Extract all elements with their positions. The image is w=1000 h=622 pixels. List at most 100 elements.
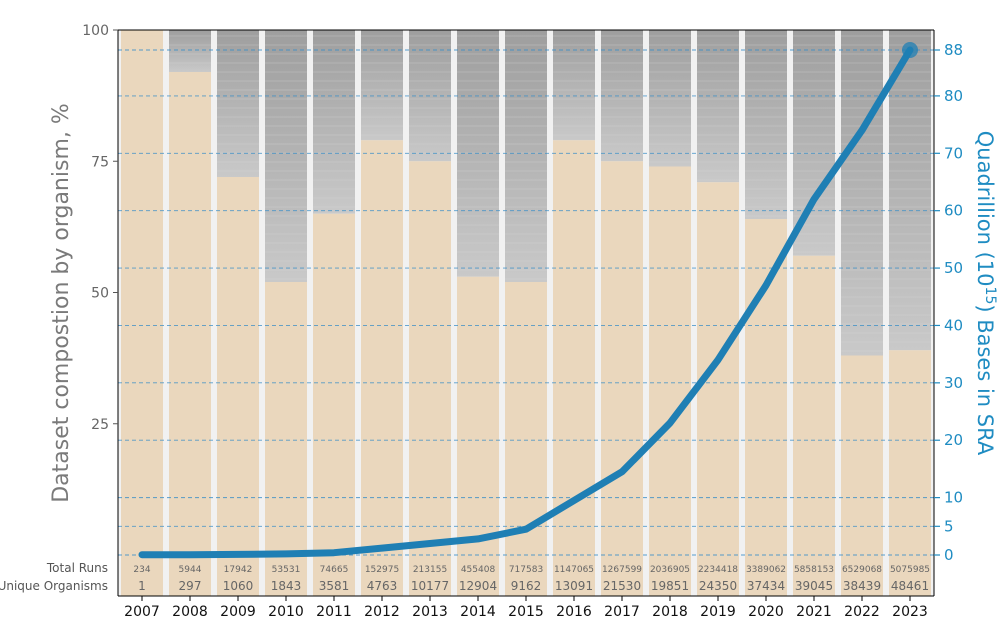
bar-top-organism [361, 140, 403, 596]
bar-top-organism [601, 161, 643, 596]
total-runs-value: 717583 [509, 565, 543, 575]
unique-organisms-value: 37434 [747, 579, 785, 593]
x-tick-label: 2016 [556, 604, 592, 620]
total-runs-value: 5944 [179, 565, 202, 575]
bar-top-organism [553, 140, 595, 596]
bar-top-organism [889, 350, 931, 596]
bar-other-organisms [841, 30, 883, 356]
unique-organisms-value: 9162 [511, 579, 542, 593]
total-runs-value: 455408 [461, 565, 496, 575]
bar-other-organisms [649, 30, 691, 167]
x-tick-label: 2008 [172, 604, 208, 620]
x-tick-label: 2011 [316, 604, 352, 620]
table-row-label: Total Runs [46, 561, 108, 575]
total-runs-value: 3389062 [746, 565, 786, 575]
right-axis-title: Quadrillion (1015) Bases in SRA [973, 131, 998, 456]
right-tick-label: 20 [944, 431, 963, 449]
bar-top-organism [457, 276, 499, 596]
total-runs-value: 152975 [365, 565, 399, 575]
unique-organisms-value: 297 [179, 579, 202, 593]
unique-organisms-value: 3581 [319, 579, 350, 593]
x-tick-label: 2012 [364, 604, 400, 620]
table-row-label: Unique Organisms [0, 579, 108, 593]
x-tick-label: 2020 [748, 604, 784, 620]
x-tick-label: 2009 [220, 604, 256, 620]
bar-top-organism [265, 282, 307, 596]
bar-other-organisms [265, 30, 307, 282]
total-runs-value: 74665 [320, 565, 349, 575]
right-axis-title-prefix: Quadrillion (10 [973, 131, 997, 287]
bar-top-organism [409, 161, 451, 596]
bar-top-organism [505, 282, 547, 596]
x-tick-label: 2019 [700, 604, 736, 620]
bar-other-organisms [553, 30, 595, 141]
right-tick-label: 60 [944, 202, 963, 220]
bar-top-organism [841, 355, 883, 596]
x-tick-label: 2022 [844, 604, 880, 620]
right-tick-label: 70 [944, 144, 963, 162]
unique-organisms-value: 21530 [603, 579, 641, 593]
left-tick-label: 75 [91, 154, 109, 170]
bar-other-organisms [217, 30, 259, 177]
bar-top-organism [793, 255, 835, 596]
bar-other-organisms [745, 30, 787, 219]
right-tick-label: 5 [944, 517, 954, 535]
bar-top-organism [313, 213, 355, 596]
total-runs-value: 17942 [224, 565, 253, 575]
unique-organisms-value: 4763 [367, 579, 398, 593]
left-tick-label: 50 [91, 286, 109, 302]
x-tick-label: 2010 [268, 604, 304, 620]
right-axis-title-sup: 15 [982, 287, 998, 305]
bar-top-organism [217, 177, 259, 596]
x-tick-label: 2015 [508, 604, 544, 620]
unique-organisms-value: 48461 [891, 579, 929, 593]
right-tick-label: 30 [944, 374, 963, 392]
right-tick-label: 0 [944, 546, 954, 564]
total-runs-value: 2036905 [650, 565, 690, 575]
total-runs-value: 1267599 [602, 565, 642, 575]
right-tick-label: 50 [944, 259, 963, 277]
bar-top-organism [169, 72, 211, 596]
unique-organisms-value: 1 [138, 579, 146, 593]
unique-organisms-value: 24350 [699, 579, 737, 593]
total-runs-value: 5075985 [890, 565, 930, 575]
x-tick-label: 2014 [460, 604, 496, 620]
unique-organisms-value: 12904 [459, 579, 497, 593]
total-runs-value: 53531 [272, 565, 301, 575]
right-tick-label: 88 [944, 41, 963, 59]
x-tick-label: 2007 [124, 604, 160, 620]
line-end-marker [902, 42, 918, 58]
bar-top-organism [649, 166, 691, 596]
x-tick-label: 2023 [892, 604, 928, 620]
unique-organisms-value: 10177 [411, 579, 449, 593]
bar-other-organisms [361, 30, 403, 141]
right-axis-title-suffix: ) Bases in SRA [973, 304, 997, 456]
bar-other-organisms [169, 30, 211, 72]
unique-organisms-value: 13091 [555, 579, 593, 593]
left-tick-label: 25 [91, 417, 109, 433]
total-runs-value: 5858153 [794, 565, 834, 575]
total-runs-value: 234 [133, 565, 150, 575]
x-tick-label: 2021 [796, 604, 832, 620]
unique-organisms-value: 1060 [223, 579, 254, 593]
total-runs-value: 6529068 [842, 565, 882, 575]
unique-organisms-value: 1843 [271, 579, 302, 593]
unique-organisms-value: 39045 [795, 579, 833, 593]
total-runs-value: 1147065 [554, 565, 594, 575]
bar-top-organism [121, 30, 163, 596]
unique-organisms-value: 38439 [843, 579, 881, 593]
right-tick-label: 10 [944, 489, 963, 507]
unique-organisms-value: 19851 [651, 579, 689, 593]
bar-top-organism [745, 219, 787, 596]
line-start-point [139, 551, 145, 558]
bases-line [138, 46, 914, 559]
total-runs-value: 213155 [413, 565, 447, 575]
bar-top-organism [697, 182, 739, 596]
left-axis-title: Dataset compostion by organism, % [49, 103, 74, 503]
right-tick-label: 40 [944, 316, 963, 334]
bar-other-organisms [313, 30, 355, 214]
bar-other-organisms [697, 30, 739, 183]
x-tick-label: 2018 [652, 604, 688, 620]
